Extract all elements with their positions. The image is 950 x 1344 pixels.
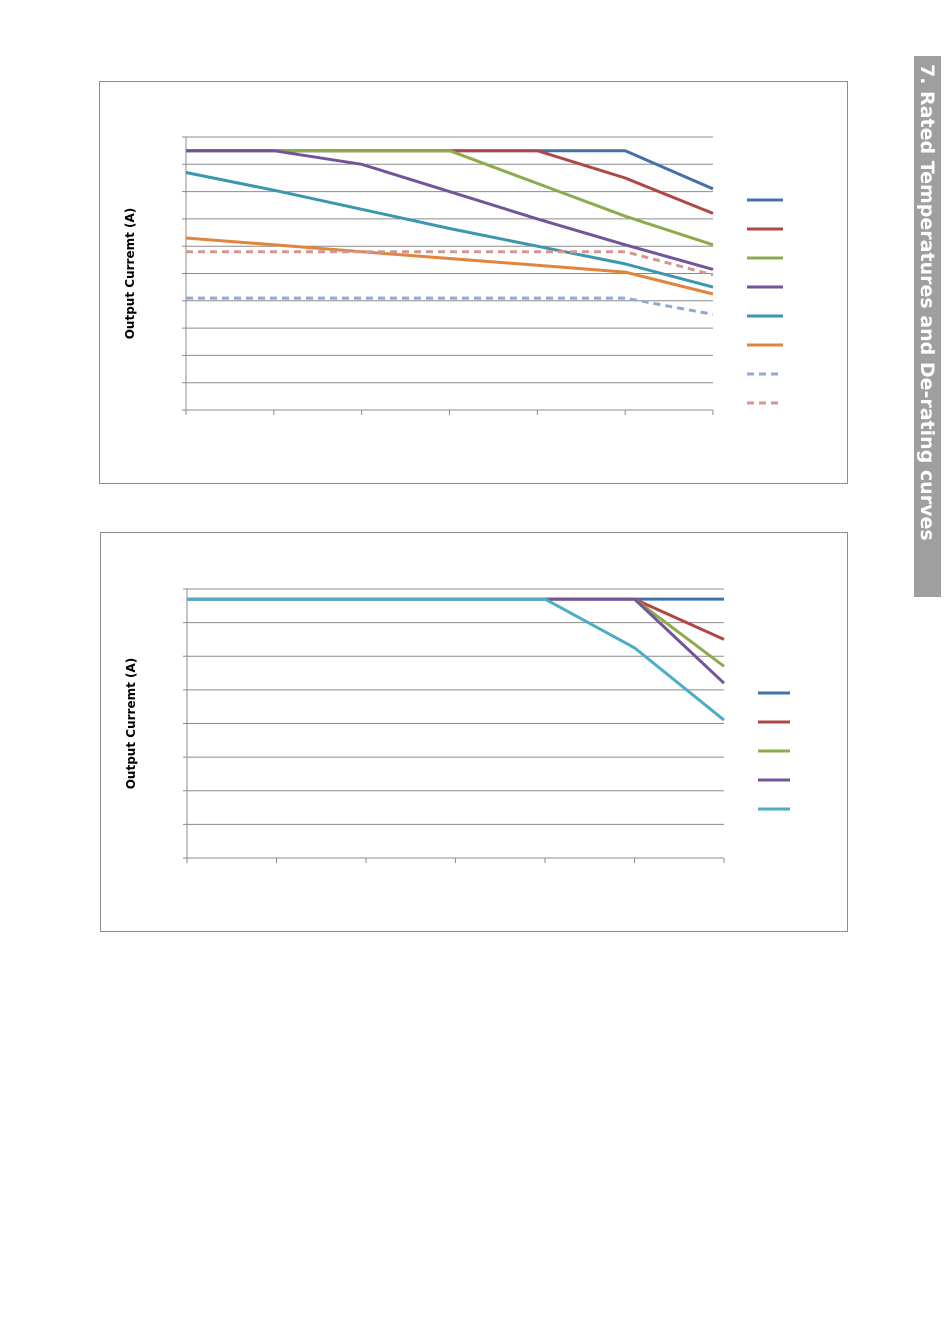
series-line-3 [186, 149, 714, 247]
chart-2-svg: Output Curremt (A) [124, 588, 790, 863]
y-axis-label: Output Curremt (A) [124, 658, 138, 790]
series-line-4 [187, 597, 726, 685]
series-line-8 [186, 250, 714, 277]
series-line-5 [187, 597, 725, 722]
section-title: 7. Rated Temperatures and De-rating curv… [916, 64, 938, 541]
series-line-2 [186, 149, 714, 215]
chart-1-svg: Output Curremt (A) [123, 136, 783, 415]
series-line-6 [185, 236, 714, 296]
series-line-5 [185, 171, 714, 289]
series-line-1 [186, 149, 714, 191]
section-tab: 7. Rated Temperatures and De-rating curv… [914, 56, 941, 597]
y-axis-label: Output Curremt (A) [123, 208, 137, 340]
series-line-7 [186, 296, 714, 316]
derating-chart-1: Output Curremt (A) [99, 81, 848, 484]
derating-chart-2: Output Curremt (A) [100, 532, 848, 932]
series-line-4 [186, 149, 714, 271]
